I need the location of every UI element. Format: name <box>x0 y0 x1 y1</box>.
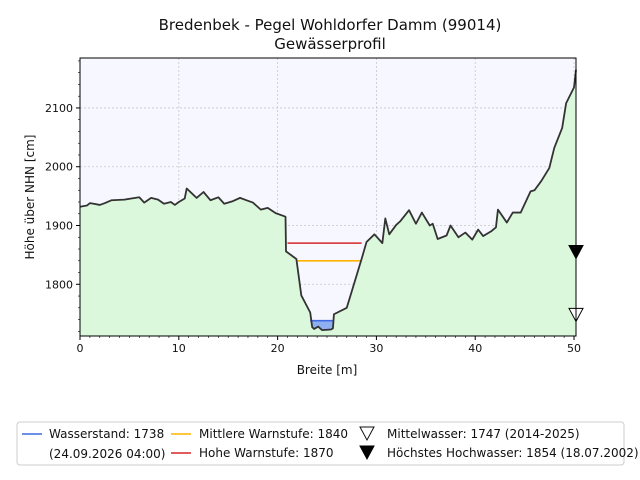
x-tick-label: 10 <box>172 342 186 355</box>
x-tick-label: 50 <box>567 342 581 355</box>
legend-label-hoechstes-hochwasser: Höchstes Hochwasser: 1854 (18.07.2002) <box>387 446 639 460</box>
legend: Wasserstand: 1738 (24.09.2026 04:00) Mit… <box>16 421 639 466</box>
y-axis-label: Höhe über NHN [cm] <box>23 135 37 260</box>
y-tick-label: 2000 <box>45 161 73 174</box>
legend-label-mittelwasser: Mittelwasser: 1747 (2014-2025) <box>387 427 580 441</box>
ground-area <box>80 69 576 336</box>
y-tick-label: 1800 <box>45 278 73 291</box>
y-tick-label: 2100 <box>45 102 73 115</box>
profile-line <box>79 69 577 332</box>
x-axis-label: Breite [m] <box>297 363 358 377</box>
chart-subtitle: Gewässerprofil <box>274 35 386 53</box>
legend-label-mittlere-warnstufe: Mittlere Warnstufe: 1840 <box>199 427 348 441</box>
x-tick-label: 20 <box>271 342 285 355</box>
y-tick-label: 1900 <box>45 220 73 233</box>
x-tick-label: 0 <box>77 342 84 355</box>
legend-box <box>16 421 625 466</box>
plot-frame <box>79 57 577 337</box>
x-tick-label: 30 <box>369 342 383 355</box>
legend-filled-triangle-icon <box>359 445 375 461</box>
legend-label-hohe-warnstufe: Hohe Warnstufe: 1870 <box>199 446 334 460</box>
legend-label-wasserstand-time: (24.09.2026 04:00) <box>49 447 165 461</box>
level-lines <box>287 242 362 322</box>
chart-title: Bredenbek - Pegel Wohldorfer Damm (99014… <box>159 16 502 34</box>
legend-open-triangle-icon <box>359 426 375 442</box>
legend-label-wasserstand: Wasserstand: 1738 <box>49 427 164 441</box>
x-tick-label: 40 <box>468 342 482 355</box>
axes-ticks: 0 10 20 30 40 50 1800 1900 2000 2100 <box>45 60 581 355</box>
